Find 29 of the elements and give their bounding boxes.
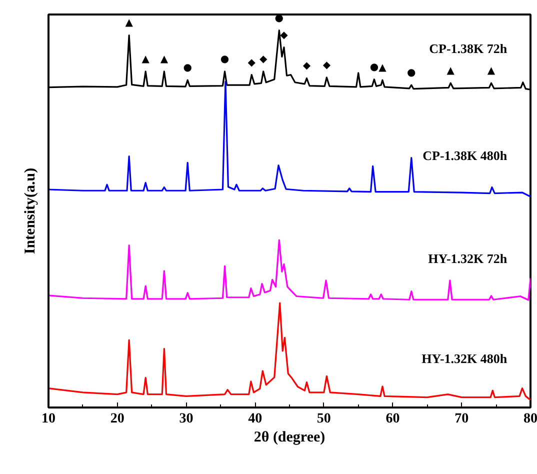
x-tick-label: 60: [386, 412, 400, 426]
series-label: CP-1.38K 480h: [422, 148, 508, 163]
annotation: ◆: [259, 54, 268, 65]
x-tick-label: 30: [179, 412, 194, 426]
text: CP-1.38K 72h: [429, 40, 508, 56]
annotation: ▲: [446, 66, 455, 77]
y-axis-title: Intensity(a.u): [22, 168, 38, 254]
annotation: ▲: [142, 54, 150, 65]
text: HY-1.32K 480h: [422, 351, 508, 366]
x-tick-label: 40: [248, 412, 262, 426]
x-tick-label: 20: [110, 412, 124, 426]
annotation: ◆: [248, 57, 256, 68]
annotation: ◆: [322, 60, 331, 71]
annotation: ●: [220, 54, 230, 65]
annotation: ●: [407, 68, 416, 79]
annotation: ◆: [280, 30, 288, 41]
annotation: ▲: [160, 54, 168, 65]
annotation: ▲: [378, 62, 387, 74]
series-label: HY-1.32K 72h: [428, 251, 508, 266]
x-tick-label: 10: [42, 412, 56, 426]
x-tick-label: 80: [524, 412, 537, 426]
annotation: ●: [183, 62, 192, 74]
annotation: ▲: [487, 66, 496, 77]
annotation: ▲: [125, 18, 134, 29]
x-axis-title: 2θ (degree): [254, 430, 326, 446]
annotation: ●: [370, 62, 379, 73]
annotation: ◆: [302, 60, 311, 72]
x-tick-label: 50: [316, 412, 331, 426]
x-tick-label: 70: [454, 412, 469, 426]
